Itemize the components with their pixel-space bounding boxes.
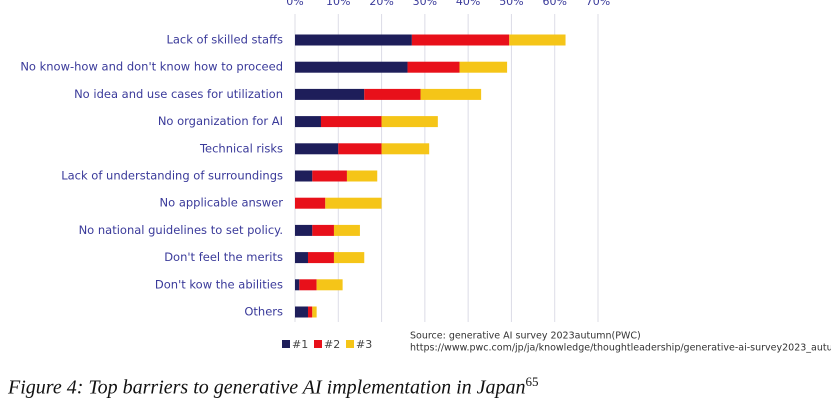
bar-segment bbox=[316, 279, 343, 291]
bar-segment bbox=[325, 197, 382, 209]
category-label: No idea and use cases for utilization bbox=[74, 87, 283, 101]
bar-segment bbox=[295, 34, 412, 46]
x-tick-label: 50% bbox=[499, 0, 523, 8]
category-label: No know-how and don't know how to procee… bbox=[20, 60, 283, 74]
bar-segment bbox=[407, 61, 460, 73]
bar-segment bbox=[299, 279, 317, 291]
bar-segment bbox=[320, 116, 382, 128]
bar-segment bbox=[338, 143, 382, 155]
category-label: No applicable answer bbox=[160, 196, 284, 210]
bar-segment bbox=[295, 279, 300, 291]
bar-segment bbox=[312, 306, 317, 318]
category-label: Technical risks bbox=[199, 141, 283, 155]
bar-segment bbox=[295, 224, 313, 236]
legend-swatch bbox=[346, 340, 354, 348]
x-tick-label: 70% bbox=[586, 0, 610, 8]
category-label: Lack of understanding of surroundings bbox=[61, 169, 283, 183]
bar-segment bbox=[411, 34, 510, 46]
chart: 0% 10% 20% 30% 40% 50% 60% 70% Lack of skilled s… bbox=[20, 0, 831, 354]
bar-segment bbox=[346, 170, 378, 182]
bar-segment bbox=[295, 61, 408, 73]
bar-segment bbox=[307, 252, 334, 264]
legend-label: #3 bbox=[356, 338, 372, 351]
bar-segment bbox=[381, 116, 438, 128]
bar-segment bbox=[509, 34, 566, 46]
x-tick-label: 60% bbox=[542, 0, 566, 8]
bar-segment bbox=[312, 170, 347, 182]
legend-label: #2 bbox=[324, 338, 340, 351]
x-tick-label: 10% bbox=[326, 0, 350, 8]
x-tick-label: 40% bbox=[456, 0, 480, 8]
bar-segment bbox=[295, 306, 308, 318]
category-label: No national guidelines to set policy. bbox=[79, 223, 283, 237]
x-tick-label: 0% bbox=[286, 0, 303, 8]
bar-segment bbox=[333, 224, 360, 236]
category-label: Don't feel the merits bbox=[164, 250, 283, 264]
category-label: Others bbox=[244, 305, 283, 319]
bar-segment bbox=[295, 116, 321, 128]
bar-segment bbox=[381, 143, 430, 155]
bar-segment bbox=[295, 197, 326, 209]
legend-label: #1 bbox=[292, 338, 308, 351]
category-label: Lack of skilled staffs bbox=[166, 33, 283, 47]
figure-caption: Figure 4: Top barriers to generative AI … bbox=[8, 374, 539, 400]
bar-segment bbox=[459, 61, 508, 73]
bar-segment bbox=[333, 252, 365, 264]
bar-segment bbox=[312, 224, 334, 236]
legend-swatch bbox=[314, 340, 322, 348]
bar-segment bbox=[295, 252, 308, 264]
bar-segment bbox=[307, 306, 313, 318]
category-label: Don't kow the abilities bbox=[155, 277, 283, 291]
x-tick-label: 20% bbox=[369, 0, 393, 8]
source-note: Source: generative AI survey 2023autumn(… bbox=[410, 331, 641, 342]
caption-ref: 65 bbox=[525, 374, 539, 389]
bar-segment bbox=[420, 88, 482, 100]
category-label: No organization for AI bbox=[158, 114, 283, 128]
caption-text: Figure 4: Top barriers to generative AI … bbox=[8, 376, 526, 399]
legend-swatch bbox=[282, 340, 290, 348]
source-note: https://www.pwc.com/jp/ja/knowledge/thou… bbox=[410, 343, 831, 354]
bar-segment bbox=[295, 143, 339, 155]
bar-segment bbox=[295, 88, 365, 100]
x-tick-label: 30% bbox=[413, 0, 437, 8]
bar-segment bbox=[364, 88, 421, 100]
bar-segment bbox=[295, 170, 313, 182]
